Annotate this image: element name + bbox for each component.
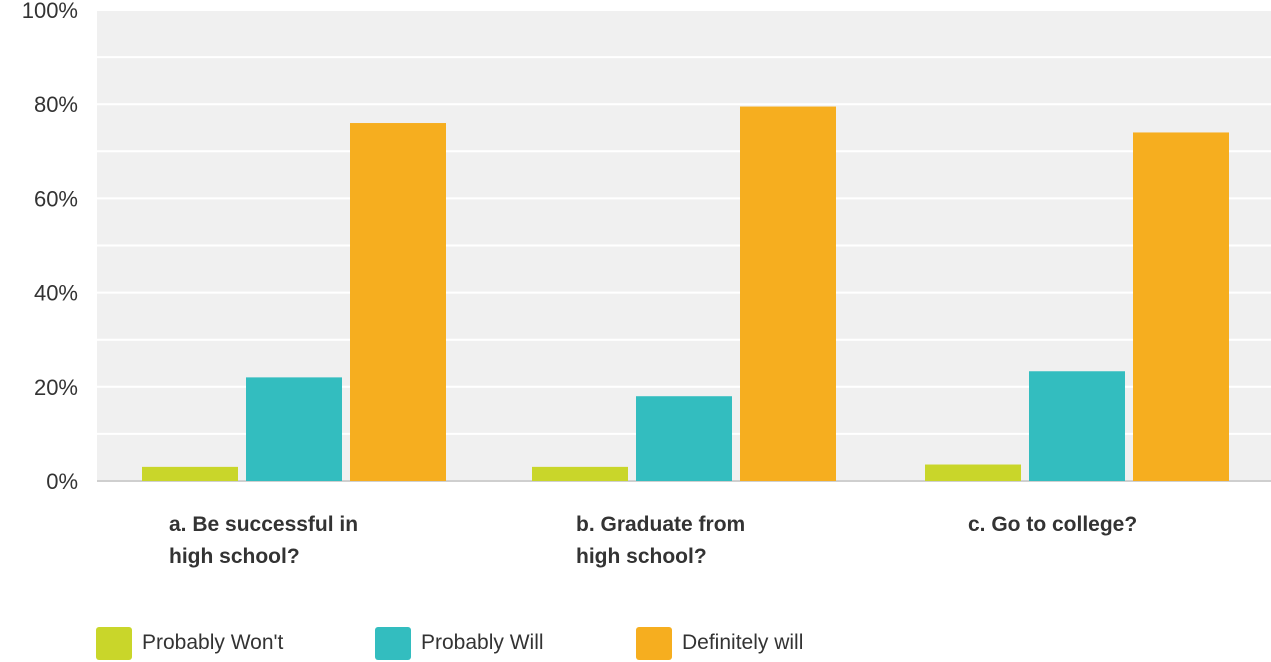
legend-swatch xyxy=(636,627,672,660)
y-tick-label: 100% xyxy=(22,0,78,23)
legend-swatch xyxy=(375,627,411,660)
bar xyxy=(1029,371,1125,481)
bar xyxy=(142,466,238,481)
y-axis-ticks: 0% 20% 40% 60% 80% 100% xyxy=(22,0,78,494)
y-tick-label: 80% xyxy=(34,92,78,117)
y-tick-label: 0% xyxy=(46,469,78,494)
bar xyxy=(350,123,446,481)
y-tick-label: 40% xyxy=(34,281,78,306)
bar xyxy=(925,464,1021,481)
y-tick-label: 20% xyxy=(34,375,78,400)
legend: Probably Won't Probably Will Definitely wi… xyxy=(96,627,803,660)
legend-label: Probably Will xyxy=(421,631,544,654)
grid-lines xyxy=(97,9,1271,435)
legend-label: Definitely will xyxy=(682,631,803,654)
legend-label: Probably Won't xyxy=(142,631,284,654)
legend-swatch xyxy=(96,627,132,660)
bar xyxy=(532,466,628,481)
category-label: c. Go to college? xyxy=(968,513,1137,536)
bar xyxy=(740,106,836,482)
bar xyxy=(636,396,732,481)
bar xyxy=(1133,132,1229,481)
category-label: a. Be successful in high school? xyxy=(169,513,358,568)
category-labels: a. Be successful in high school? b. Gradua… xyxy=(169,513,1137,568)
bar xyxy=(246,377,342,481)
y-tick-label: 60% xyxy=(34,186,78,211)
bars xyxy=(142,106,1229,482)
category-label: b. Graduate from high school? xyxy=(576,513,745,568)
